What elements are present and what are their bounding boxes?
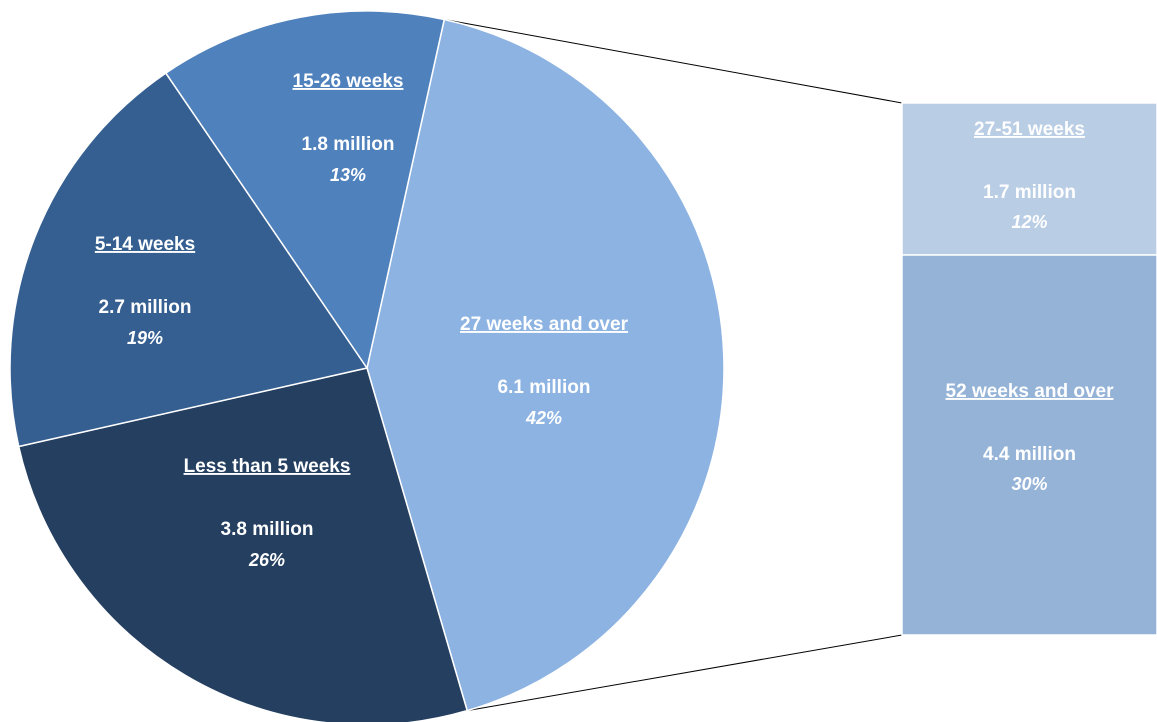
connector-lines	[444, 18, 903, 712]
slice-percent-5-14-weeks: 19%	[127, 328, 163, 348]
segment-percent-27-51-weeks: 12%	[1011, 212, 1047, 232]
bar-segment-27-51-weeks	[901, 102, 1157, 256]
breakdown-bar	[901, 102, 1157, 636]
bar-segment-52-weeks-and-over	[901, 254, 1157, 636]
slice-percent-15-26-weeks: 13%	[330, 165, 366, 185]
slice-label-5-14-weeks: 5-14 weeks	[95, 234, 195, 255]
slice-label-15-26-weeks: 15-26 weeks	[293, 71, 404, 92]
pie-slice-27-weeks-and-over	[366, 18, 725, 712]
segment-label-27-51-weeks: 27-51 weeks	[974, 119, 1085, 140]
slice-value-less-than-5-weeks: 3.8 million	[221, 519, 314, 540]
slice-percent-less-than-5-weeks: 26%	[248, 550, 285, 570]
slice-percent-27-weeks-and-over: 42%	[525, 408, 562, 428]
connector-line-bottom	[467, 634, 903, 712]
slice-value-27-weeks-and-over: 6.1 million	[498, 377, 591, 398]
pie-slice-less-than-5-weeks	[17, 367, 469, 722]
pie	[9, 10, 725, 722]
segment-percent-52-weeks-and-over: 30%	[1011, 474, 1047, 494]
segment-value-52-weeks-and-over: 4.4 million	[983, 444, 1076, 465]
pie-slice-15-26-weeks	[164, 10, 446, 370]
slice-value-15-26-weeks: 1.8 million	[302, 134, 395, 155]
segment-value-27-51-weeks: 1.7 million	[983, 182, 1076, 203]
slice-label-27-weeks-and-over: 27 weeks and over	[460, 314, 629, 335]
slice-value-5-14-weeks: 2.7 million	[99, 297, 192, 318]
data-labels: 27 weeks and over 6.1 million 42% Less than…	[95, 71, 1114, 570]
segment-label-52-weeks-and-over: 52 weeks and over	[946, 381, 1115, 402]
connector-line-top	[444, 18, 903, 104]
pie-slice-5-14-weeks	[9, 72, 369, 448]
slice-label-less-than-5-weeks: Less than 5 weeks	[184, 456, 351, 477]
